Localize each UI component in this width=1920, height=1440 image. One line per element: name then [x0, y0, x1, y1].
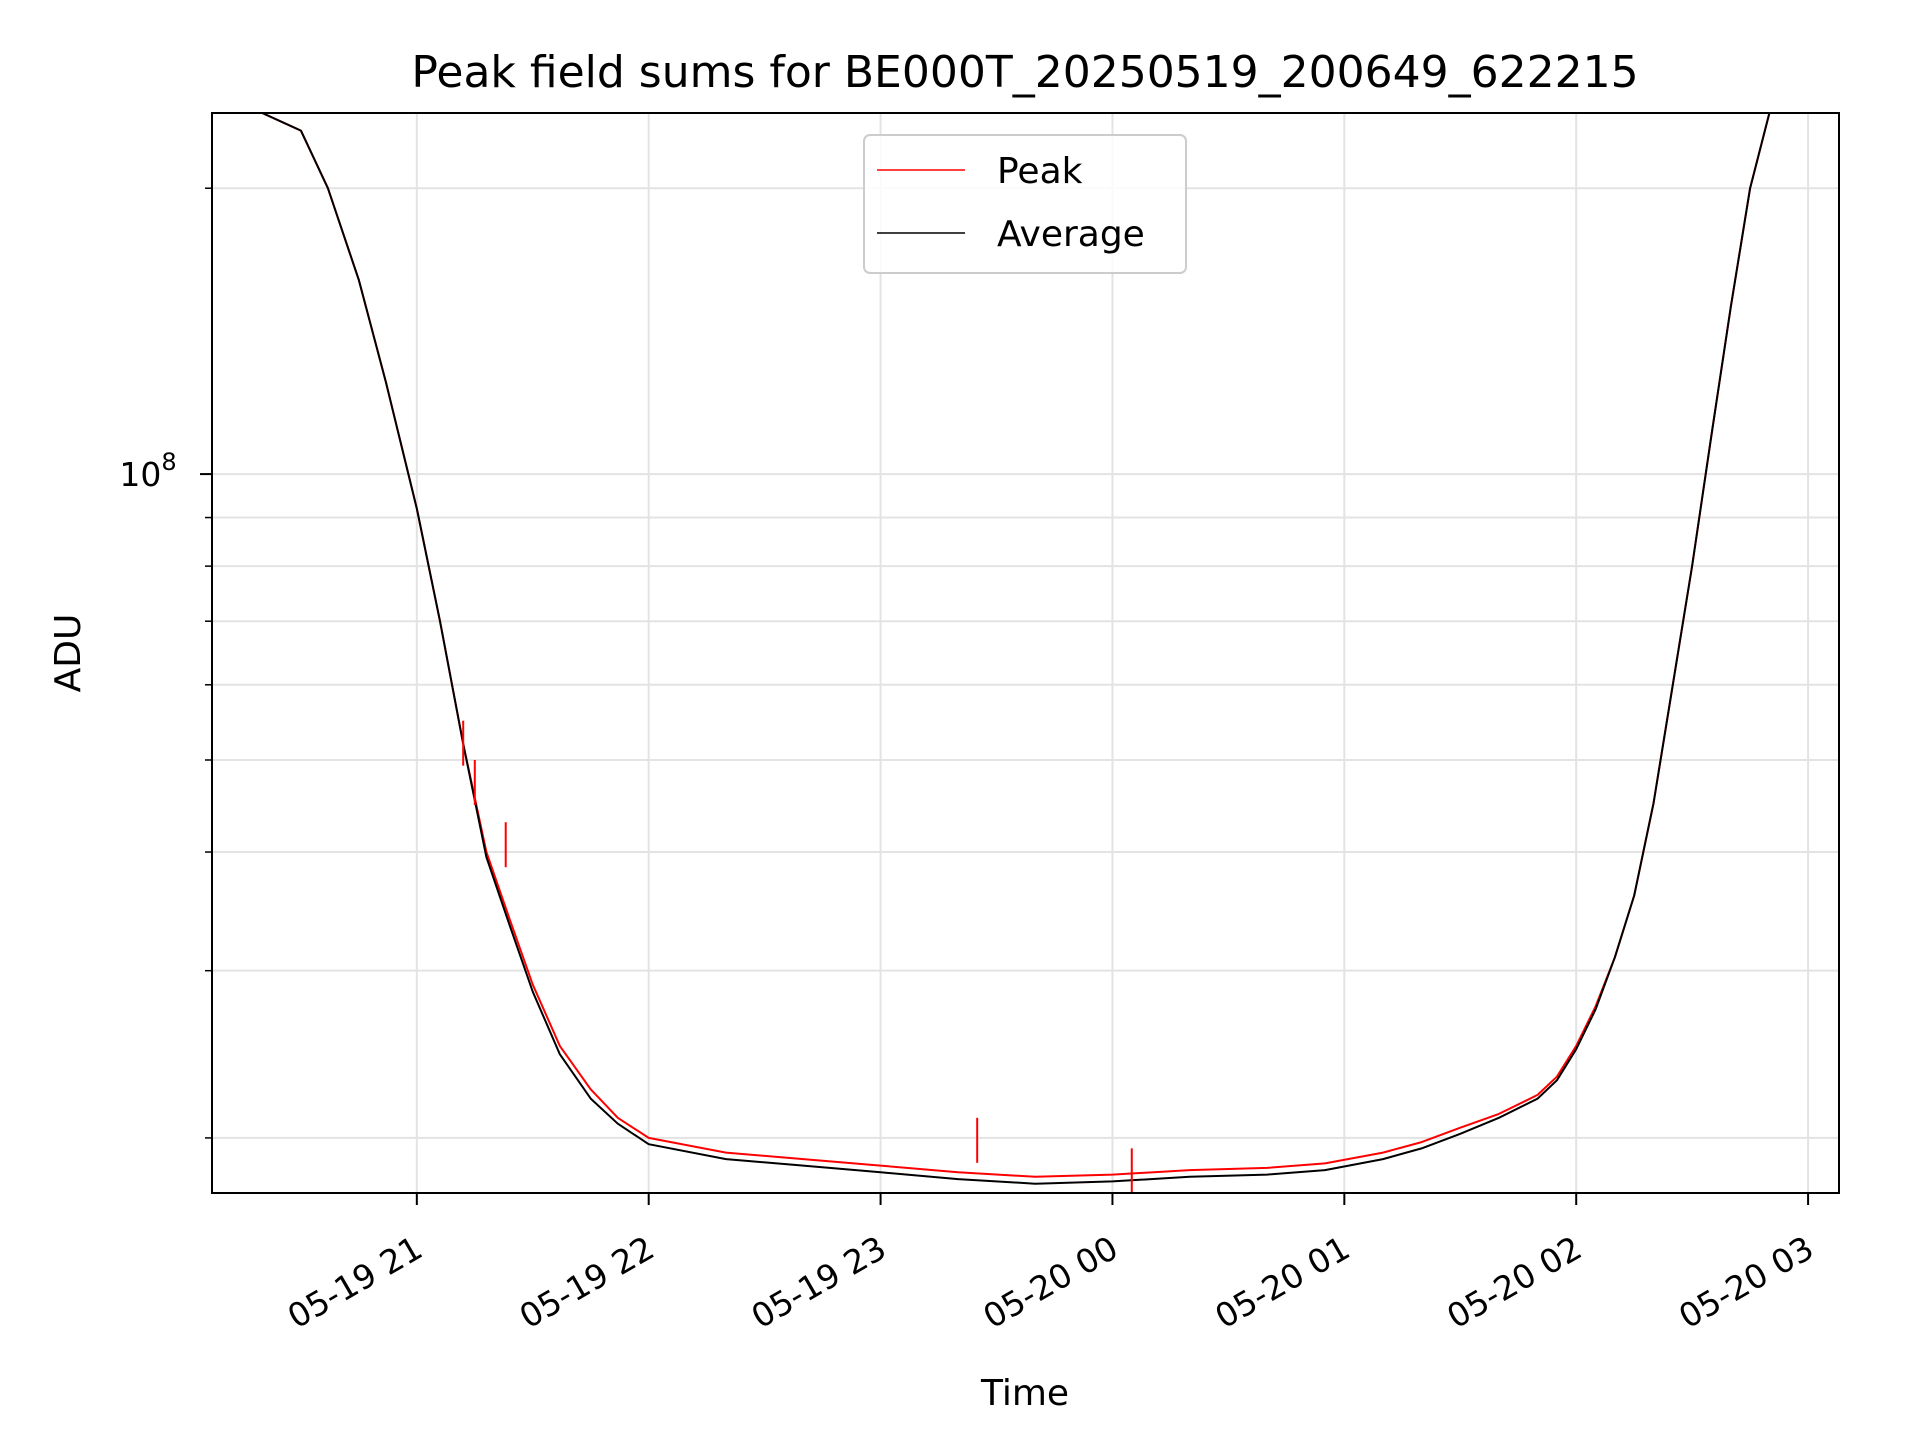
y-axis-label: ADU [48, 614, 89, 693]
y-axis: 108 [119, 187, 212, 1139]
x-axis-label: Time [980, 1373, 1069, 1414]
chart-title: Peak field sums for BE000T_20250519_2006… [411, 47, 1638, 98]
series-layer [212, 113, 1839, 1193]
plot-frame [211, 112, 1840, 1194]
legend-label-peak: Peak [997, 151, 1083, 192]
legend: Peak Average [863, 134, 1187, 274]
series-line-average [212, 113, 1839, 1185]
legend-label-average: Average [997, 214, 1145, 255]
grid [212, 113, 1839, 1193]
y-tick-label: 108 [119, 448, 176, 494]
